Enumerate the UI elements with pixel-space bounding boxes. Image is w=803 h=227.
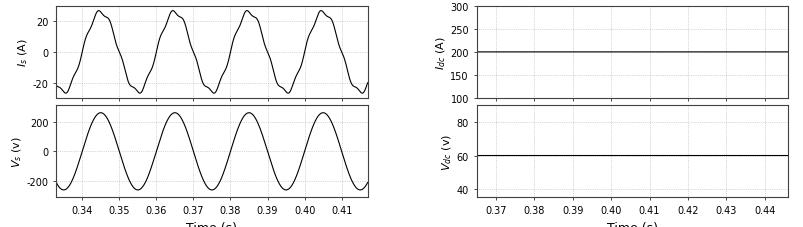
X-axis label: Time (s): Time (s) <box>186 221 237 227</box>
Y-axis label: $V_{dc}$ (v): $V_{dc}$ (v) <box>440 133 454 170</box>
Y-axis label: $I_{dc}$ (A): $I_{dc}$ (A) <box>434 36 447 69</box>
Y-axis label: $I_s$ (A): $I_s$ (A) <box>16 38 30 67</box>
Y-axis label: $V_s$ (v): $V_s$ (v) <box>10 136 24 168</box>
X-axis label: Time (s): Time (s) <box>606 221 657 227</box>
